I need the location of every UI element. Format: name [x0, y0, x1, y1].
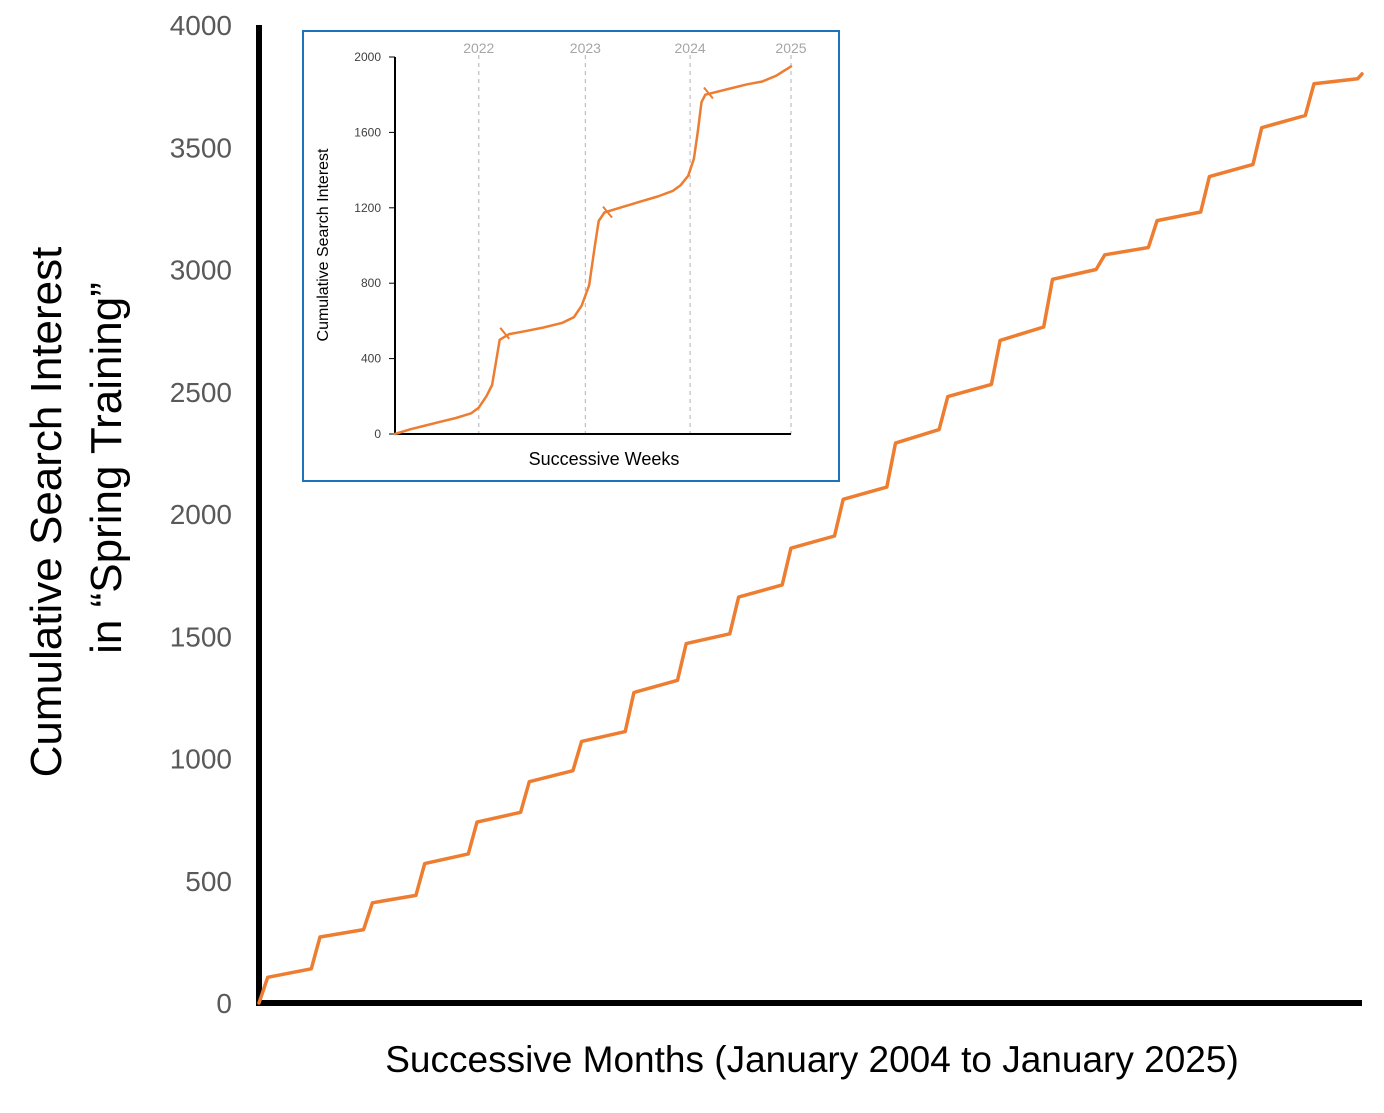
inset-annotation-tick	[499, 327, 511, 340]
main-series-line	[257, 72, 1364, 1005]
inset-y-tick-label: 0	[374, 427, 381, 441]
main-y-tick-label: 0	[216, 988, 232, 1019]
inset-year-label: 2022	[463, 40, 494, 56]
main-y-tick-label: 500	[185, 866, 232, 897]
main-series-group	[257, 72, 1364, 1005]
inset-chart: Cumulative Search Interest Successive We…	[302, 30, 840, 482]
inset-axes	[394, 57, 791, 435]
main-y-tick-label: 1500	[170, 621, 232, 652]
inset-annotation-tick	[602, 205, 613, 219]
inset-y-tick-label: 2000	[354, 50, 381, 64]
inset-x-axis-label: Successive Weeks	[529, 449, 680, 469]
inset-year-markers: 2022 2023 2024 2025	[463, 40, 807, 434]
main-y-tick-label: 4000	[170, 10, 232, 41]
inset-year-label: 2023	[570, 40, 601, 56]
inset-y-axis-label: Cumulative Search Interest	[315, 148, 332, 342]
main-y-tick-labels: 0 500 1000 1500 2000 2500 3000 3500 4000	[170, 10, 232, 1019]
main-y-tick-label: 2000	[170, 499, 232, 530]
main-x-axis-label: Successive Months (January 2004 to Janua…	[385, 1039, 1239, 1080]
inset-series-group	[393, 65, 793, 436]
inset-series-line	[393, 65, 793, 436]
inset-annotation-tick	[703, 86, 714, 100]
inset-y-tick-label: 400	[361, 352, 381, 366]
inset-year-label: 2025	[775, 40, 806, 56]
inset-y-tick-label: 1600	[354, 125, 381, 139]
main-y-tick-label: 3000	[170, 255, 232, 286]
main-axes	[256, 25, 1362, 1006]
inset-y-tick-label: 800	[361, 276, 381, 290]
inset-frame	[302, 30, 840, 482]
inset-year-label: 2024	[675, 40, 706, 56]
main-y-tick-label: 2500	[170, 377, 232, 408]
main-y-tick-label: 3500	[170, 132, 232, 163]
inset-y-tick-label: 1200	[354, 201, 381, 215]
main-y-axis-label-line1: Cumulative Search Interest	[22, 247, 71, 778]
main-y-axis-label-line2: in “Spring Training”	[82, 282, 131, 654]
main-y-tick-label: 1000	[170, 744, 232, 775]
